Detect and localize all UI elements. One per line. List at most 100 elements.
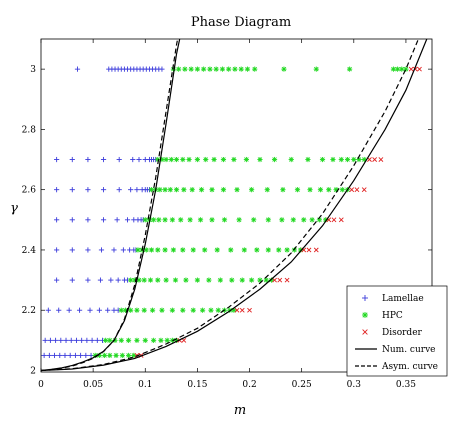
hpc-point [249, 277, 255, 283]
hpc-point [214, 247, 220, 253]
axis-ticks: 0 0.05 0.1 0.15 0.2 0.25 0.3 0.35 2 2.2 2.4 2.6 2.8 3 [22, 39, 432, 390]
hpc-point [141, 277, 147, 283]
hpc-point [251, 217, 257, 223]
legend-marker [362, 312, 368, 318]
hpc-point [201, 66, 207, 72]
hpc-point [313, 66, 319, 72]
lamellae-point [100, 187, 107, 193]
hpc-point [290, 217, 296, 223]
hpc-point [176, 66, 182, 72]
y-axis-label: γ [10, 201, 18, 216]
lamellae-point [73, 337, 80, 343]
hpc-point [169, 217, 175, 223]
lamellae-point [69, 217, 75, 223]
hpc-point [168, 156, 174, 163]
x-axis-label: m [234, 403, 246, 418]
hpc-point [319, 156, 326, 163]
lamellae-point [47, 337, 53, 343]
lamellae-point [79, 337, 85, 343]
hpc-point [209, 217, 215, 223]
lamellae-point [54, 247, 60, 253]
disorder-point [284, 277, 290, 283]
lamellae-point [58, 337, 64, 343]
lamellae-point [54, 187, 60, 193]
lamellae-point [54, 217, 60, 223]
disorder-point [331, 217, 337, 223]
hpc-point [219, 66, 226, 72]
hpc-point [181, 187, 187, 193]
hpc-point [189, 187, 195, 193]
hpc-point [229, 277, 235, 283]
lamellae-point [116, 156, 122, 163]
disorder-point [372, 157, 378, 162]
hpc-point [155, 247, 161, 253]
hpc-point [158, 337, 164, 343]
hpc-point [162, 247, 168, 253]
lamellae-point [96, 307, 102, 313]
hpc-point [148, 247, 155, 253]
disorder-point [361, 187, 367, 193]
lamellae-point [111, 247, 117, 253]
lamellae-point [128, 187, 134, 193]
asym-curve-line [41, 39, 419, 372]
plot-frame [40, 38, 433, 373]
disorder-point [306, 247, 312, 253]
hpc-point [162, 217, 168, 223]
hpc-point [187, 217, 193, 223]
x-tick-label: 0.35 [396, 380, 416, 390]
y-tick-label: 2.4 [22, 246, 37, 256]
hpc-point [211, 156, 217, 163]
lamellae-point [72, 352, 79, 359]
x-tick-label: 0.3 [347, 380, 362, 390]
hpc-point [107, 352, 113, 359]
lamellae-point [98, 247, 105, 253]
hpc-point [338, 156, 344, 163]
hpc-point [119, 352, 125, 359]
disorder-point [313, 247, 319, 253]
legend-marker [362, 295, 368, 301]
hpc-point [284, 247, 290, 253]
legend-label: HPC [382, 311, 403, 321]
hpc-point [236, 217, 242, 223]
hpc-point [202, 247, 208, 253]
hpc-point [173, 187, 180, 193]
lamellae-point [52, 337, 59, 343]
lamellae-point [114, 217, 120, 223]
chart-marks [41, 66, 422, 359]
hpc-point [228, 247, 234, 253]
lamellae-point [97, 277, 104, 283]
hpc-point [264, 187, 270, 193]
lamellae-point [84, 337, 90, 343]
hpc-point [220, 187, 227, 193]
hpc-point [294, 187, 301, 193]
asym-curve-line [41, 39, 179, 372]
hpc-point [263, 277, 269, 283]
hpc-point [125, 352, 132, 359]
hpc-point [128, 307, 134, 313]
legend-label: Num. curve [382, 345, 435, 355]
legend-label: Lamellae [382, 294, 424, 304]
lamellae-point [68, 337, 74, 343]
hpc-point [281, 66, 287, 72]
hpc-point [169, 307, 175, 313]
hpc-point [103, 337, 109, 343]
disorder-point [272, 277, 277, 283]
lamellae-point [94, 337, 100, 343]
legend-label: Asym. curve [381, 362, 438, 372]
hpc-point [213, 66, 219, 72]
x-tick-label: 0.1 [138, 380, 152, 390]
hpc-point [159, 307, 165, 313]
x-tick-label: 0.2 [242, 380, 256, 390]
hpc-point [265, 247, 271, 253]
hpc-point [180, 156, 186, 163]
hpc-point [239, 277, 245, 283]
hpc-point [113, 352, 119, 359]
hpc-point [162, 187, 168, 193]
x-tick-label: 0 [38, 380, 44, 390]
hpc-point [351, 156, 357, 163]
hpc-point [344, 156, 351, 163]
lamellae-point [69, 187, 75, 193]
hpc-point [172, 277, 179, 283]
hpc-point [194, 277, 200, 283]
